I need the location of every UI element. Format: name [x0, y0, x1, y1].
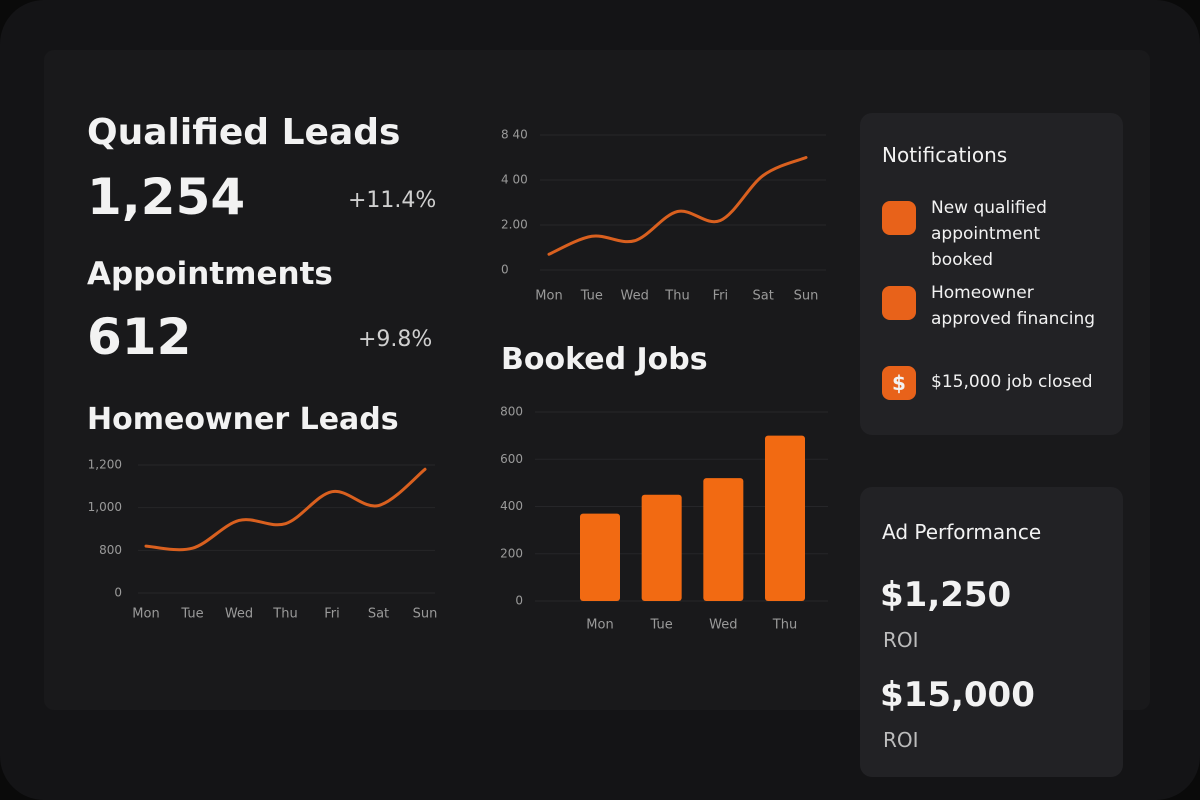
y-tick-label: 0 [114, 586, 122, 600]
x-tick-label: Tue [650, 618, 673, 633]
kpi-title: Appointments [87, 256, 333, 292]
ad-performance-card: Ad Performance $1,250 ROI $15,000 ROI [860, 487, 1123, 777]
y-tick-label: 0 [501, 263, 509, 277]
notification-text: New qualified appointment booked [931, 198, 1047, 270]
kpi-change: +11.4% [348, 188, 437, 213]
notification-text: Homeowner approved financing [931, 283, 1096, 329]
x-tick-label: Thu [772, 618, 797, 633]
bar [703, 478, 744, 601]
x-tick-label: Thu [664, 289, 689, 304]
x-tick-label: Wed [225, 607, 253, 622]
x-tick-label: Wed [620, 289, 648, 304]
kpi-change: +9.8% [358, 327, 433, 352]
x-tick-label: Wed [709, 618, 737, 633]
bar [765, 435, 805, 601]
line [144, 467, 427, 552]
y-tick-label: 200 [500, 546, 523, 560]
card-title: Notifications [882, 143, 1008, 167]
x-tick-label: Fri [713, 289, 729, 304]
x-tick-label: Sat [368, 607, 389, 622]
kpi-value: 1,254 [87, 168, 246, 226]
notification-icon [882, 201, 916, 235]
y-tick-label: 8 40 [501, 128, 528, 142]
x-tick-label: Tue [580, 289, 603, 304]
x-tick-label: Tue [180, 607, 203, 622]
x-tick-label: Mon [132, 607, 159, 622]
metric-value: $1,250 [880, 575, 1012, 615]
x-tick-label: Sun [794, 289, 819, 304]
x-tick-label: Sun [413, 607, 438, 622]
kpi-value: 612 [87, 308, 192, 366]
x-tick-label: Mon [535, 289, 562, 304]
bar [641, 494, 682, 601]
y-tick-label: 800 [99, 543, 122, 557]
x-tick-label: Thu [272, 607, 297, 622]
bar [580, 513, 620, 601]
x-tick-label: Mon [586, 618, 613, 633]
y-tick-label: 1,000 [88, 500, 122, 514]
y-tick-label: 600 [500, 452, 523, 466]
notifications-card: Notifications New qualified appointment … [860, 113, 1123, 435]
y-tick-label: 800 [500, 405, 523, 419]
x-tick-label: Sat [753, 289, 774, 304]
y-tick-label: 4 00 [501, 173, 528, 187]
line [547, 156, 808, 256]
metric-label: ROI [883, 728, 919, 752]
metric-value: $15,000 [880, 675, 1035, 715]
card-title: Ad Performance [882, 520, 1042, 544]
chart-title: Booked Jobs [501, 342, 708, 377]
notification-icon: $ [882, 366, 916, 400]
y-tick-label: 0 [515, 594, 523, 608]
x-tick-label: Fri [324, 607, 340, 622]
metric-label: ROI [883, 628, 919, 652]
kpi-title: Qualified Leads [87, 112, 401, 153]
y-tick-label: 1,200 [88, 458, 122, 472]
y-tick-label: 400 [500, 499, 523, 513]
notification-text: $15,000 job closed [931, 372, 1093, 392]
chart-title: Homeowner Leads [87, 402, 399, 437]
y-tick-label: 2.00 [501, 218, 528, 232]
notification-icon [882, 286, 916, 320]
